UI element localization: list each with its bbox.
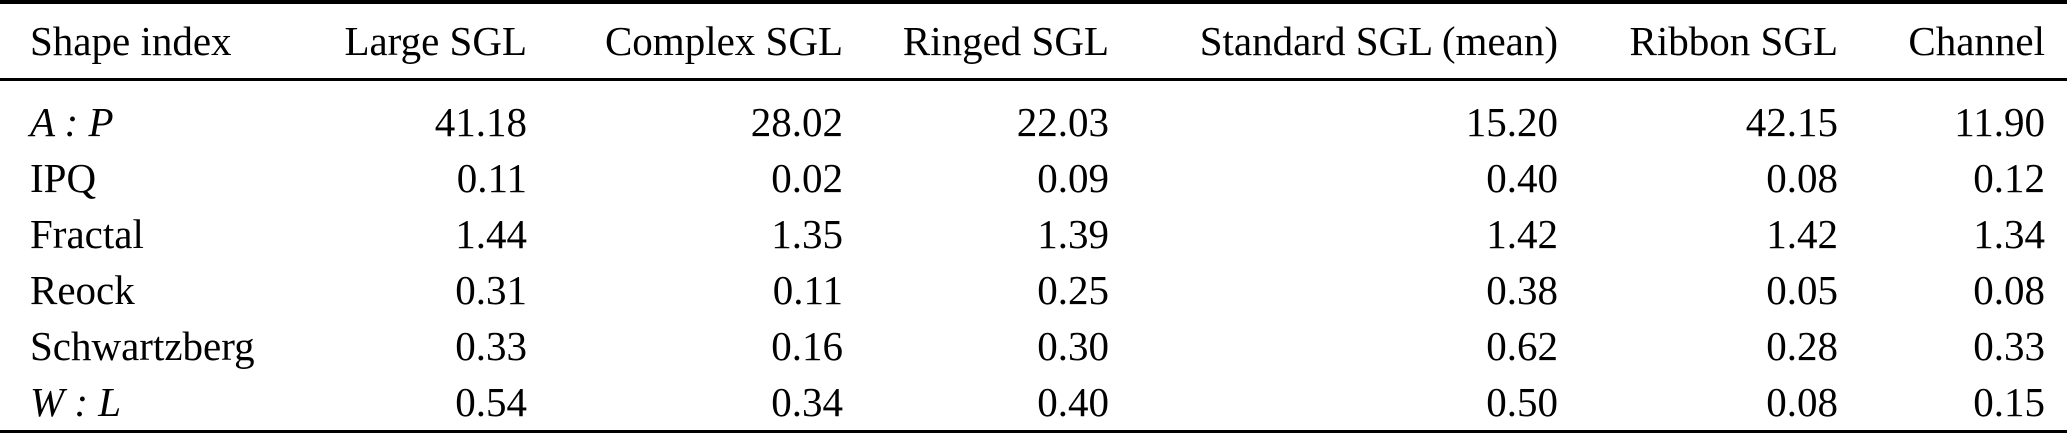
cell-value: 0.33	[1973, 323, 2045, 369]
cell-value: 0.30	[1037, 323, 1109, 369]
cell-value: 1.42	[1766, 211, 1838, 257]
cell-value: 0.38	[1486, 267, 1558, 313]
cell-value: 41.18	[434, 99, 527, 145]
cell-value: 0.11	[772, 267, 843, 313]
table-row-schwartzberg: Schwartzberg 0.33 0.16 0.30 0.62 0.28 0.…	[0, 318, 2067, 374]
cell-value: 42.15	[1745, 99, 1838, 145]
cell-value: 11.90	[1954, 99, 2045, 145]
cell-value: 0.15	[1973, 379, 2045, 425]
row-label: A : P	[30, 99, 114, 145]
cell-value: 15.20	[1465, 99, 1558, 145]
cell-value: 1.42	[1486, 211, 1558, 257]
cell-value: 1.35	[771, 211, 843, 257]
row-label: Schwartzberg	[30, 323, 255, 369]
cell-value: 0.40	[1037, 379, 1109, 425]
header-shape-index: Shape index	[30, 18, 232, 64]
cell-value: 0.34	[771, 379, 843, 425]
cell-value: 1.44	[455, 211, 527, 257]
cell-value: 0.05	[1766, 267, 1838, 313]
cell-value: 0.54	[455, 379, 527, 425]
cell-value: 0.16	[771, 323, 843, 369]
cell-value: 22.03	[1016, 99, 1109, 145]
cell-value: 0.25	[1037, 267, 1109, 313]
row-label: IPQ	[30, 155, 97, 201]
cell-value: 0.08	[1766, 379, 1838, 425]
cell-value: 0.62	[1486, 323, 1558, 369]
row-label: W : L	[30, 379, 122, 425]
header-complex-sgl: Complex SGL	[604, 18, 843, 64]
table-row-fractal: Fractal 1.44 1.35 1.39 1.42 1.42 1.34	[0, 206, 2067, 262]
header-row: Shape index Large SGL Complex SGL Ringed…	[0, 2, 2067, 80]
header-ringed-sgl: Ringed SGL	[902, 18, 1109, 64]
cell-value: 0.08	[1973, 267, 2045, 313]
cell-value: 28.02	[750, 99, 843, 145]
row-label: Reock	[30, 267, 135, 313]
cell-value: 0.33	[455, 323, 527, 369]
cell-value: 0.11	[456, 155, 527, 201]
header-standard-sgl-mean: Standard SGL (mean)	[1199, 18, 1558, 64]
cell-value: 0.09	[1037, 155, 1109, 201]
row-label: Fractal	[30, 211, 144, 257]
table-row-reock: Reock 0.31 0.11 0.25 0.38 0.05 0.08	[0, 262, 2067, 318]
cell-value: 0.28	[1766, 323, 1838, 369]
cell-value: 0.50	[1486, 379, 1558, 425]
cell-value: 0.08	[1766, 155, 1838, 201]
table-row-a-p: A : P 41.18 28.02 22.03 15.20 42.15 11.9…	[0, 80, 2067, 151]
cell-value: 0.12	[1973, 155, 2045, 201]
header-ribbon-sgl: Ribbon SGL	[1629, 18, 1838, 64]
header-channel: Channel	[1908, 18, 2045, 64]
cell-value: 1.39	[1037, 211, 1109, 257]
cell-value: 0.40	[1486, 155, 1558, 201]
cell-value: 0.31	[455, 267, 527, 313]
table-row-w-l: W : L 0.54 0.34 0.40 0.50 0.08 0.15	[0, 374, 2067, 432]
header-large-sgl: Large SGL	[344, 18, 527, 64]
cell-value: 0.02	[771, 155, 843, 201]
cell-value: 1.34	[1973, 211, 2045, 257]
table-row-ipq: IPQ 0.11 0.02 0.09 0.40 0.08 0.12	[0, 150, 2067, 206]
